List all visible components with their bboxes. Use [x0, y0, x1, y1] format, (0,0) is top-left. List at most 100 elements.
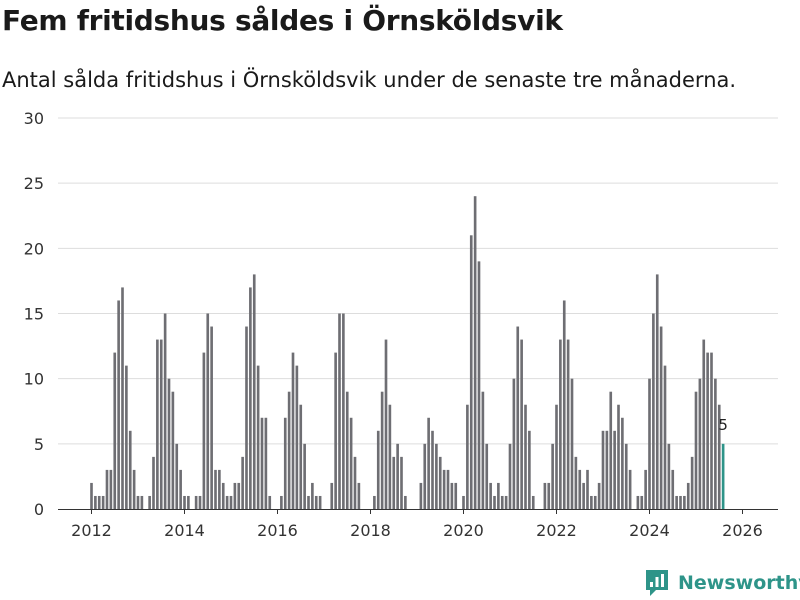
bar: [198, 495, 202, 509]
bar: [342, 313, 345, 509]
bar: [624, 443, 628, 509]
bar: [609, 391, 613, 509]
bar: [423, 443, 427, 509]
y-axis-labels: 0 5 10 15 20 25 30: [24, 109, 44, 519]
bar: [570, 378, 574, 509]
x-axis: [58, 509, 778, 514]
bar: [504, 495, 508, 509]
bar: [617, 404, 620, 509]
bar: [473, 196, 477, 509]
x-tick-label: 2014: [164, 521, 205, 540]
annotations: 5: [718, 416, 728, 434]
bar: [245, 326, 248, 509]
bar: [702, 339, 706, 509]
bar: [520, 339, 523, 509]
bar: [528, 430, 531, 509]
bar: [481, 391, 485, 509]
bar: [268, 495, 272, 509]
bar: [314, 495, 318, 509]
bar: [388, 404, 392, 509]
y-tick-label: 15: [24, 305, 44, 324]
bar: [241, 456, 244, 509]
bar: [152, 456, 155, 509]
bar: [175, 443, 179, 509]
x-tick-label: 2018: [350, 521, 391, 540]
bar: [578, 469, 582, 509]
bar: [555, 404, 558, 509]
x-tick-label: 2022: [536, 521, 577, 540]
bar: [655, 274, 659, 509]
bar: [613, 430, 616, 509]
bar: [295, 365, 299, 509]
bar: [249, 287, 252, 509]
bar: [167, 378, 171, 509]
bar: [202, 352, 206, 509]
bar: [260, 417, 264, 509]
bar: [256, 365, 260, 509]
x-tick-label: 2020: [443, 521, 484, 540]
bar: [380, 391, 384, 509]
bar: [373, 495, 376, 509]
bar: [221, 482, 225, 509]
bar: [349, 417, 353, 509]
bar: [303, 443, 306, 509]
bar: [466, 404, 469, 509]
bar: [229, 495, 233, 509]
bar: [338, 313, 341, 509]
bar: [291, 352, 295, 509]
bar: [148, 495, 151, 509]
bar: [586, 469, 589, 509]
bar: [462, 495, 465, 509]
y-tick-label: 5: [34, 435, 44, 454]
x-tick-label: 2016: [257, 521, 298, 540]
bar: [187, 495, 190, 509]
bar: [163, 313, 167, 509]
bar: [574, 456, 578, 509]
bar: [694, 391, 698, 509]
y-tick-label: 0: [34, 500, 44, 519]
chart-title: Fem fritidshus såldes i Örnsköldsvik: [2, 4, 563, 37]
bar: [318, 495, 322, 509]
bar: [113, 352, 117, 509]
bar: [392, 456, 396, 509]
bar: [128, 430, 132, 509]
bar: [667, 443, 671, 509]
bar: [497, 482, 500, 509]
bar: [477, 261, 481, 509]
bar: [628, 469, 632, 509]
bar: [644, 469, 647, 509]
y-tick-label: 30: [24, 109, 44, 128]
bar: [376, 430, 380, 509]
bar: [566, 339, 570, 509]
bar: [559, 339, 562, 509]
bar: [493, 495, 496, 509]
bar: [121, 287, 124, 509]
bar: [136, 495, 140, 509]
bar: [442, 469, 446, 509]
bar: [140, 495, 144, 509]
bar: [500, 495, 504, 509]
bar: [485, 443, 489, 509]
bar: [679, 495, 682, 509]
bar: [132, 469, 136, 509]
chart-subtitle: Antal sålda fritidshus i Örnsköldsvik un…: [2, 68, 737, 92]
bar: [159, 339, 163, 509]
bar: [621, 417, 624, 509]
bar: [214, 469, 217, 509]
bar: [547, 482, 551, 509]
bar: [454, 482, 458, 509]
bar: [706, 352, 709, 509]
bar: [640, 495, 644, 509]
bar: [690, 456, 694, 509]
bar: [252, 274, 256, 509]
bar: [194, 495, 198, 509]
bar: [311, 482, 314, 509]
last-value-label: 5: [718, 416, 728, 434]
bar: [171, 391, 175, 509]
bar: [601, 430, 605, 509]
bar: [450, 482, 454, 509]
bar: [125, 365, 128, 509]
bar: [225, 495, 229, 509]
bar: [714, 378, 717, 509]
